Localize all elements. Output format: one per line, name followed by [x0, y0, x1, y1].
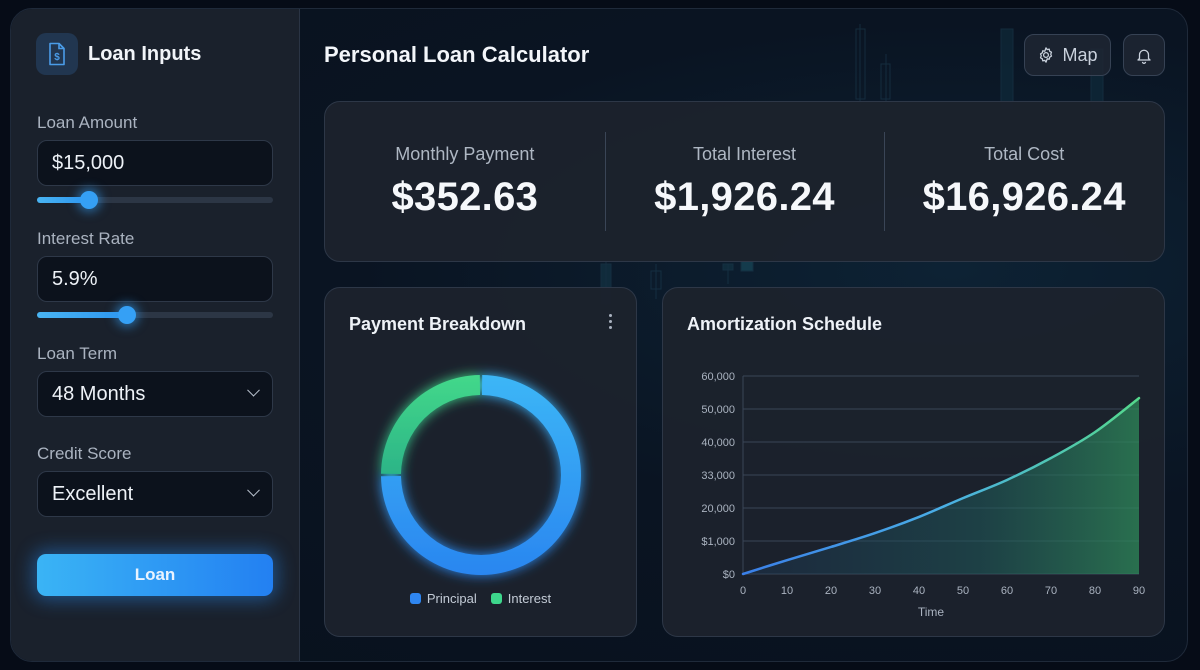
y-tick-label: $0	[723, 569, 735, 581]
app-window: $ Loan Inputs Loan Amount $15,000 Intere…	[10, 8, 1188, 662]
interest-rate-slider[interactable]	[37, 306, 273, 324]
legend-item-principal: Principal	[409, 591, 477, 606]
interest-rate-slider-thumb[interactable]	[118, 306, 136, 324]
loan-summary-card: Monthly Payment $352.63 Total Interest $…	[324, 101, 1165, 262]
legend-label-interest: Interest	[507, 591, 552, 606]
payment-breakdown-card: Payment Breakdown Principal	[324, 287, 637, 637]
interest-rate-input[interactable]: 5.9%	[37, 256, 273, 302]
y-tick-label: 40,000	[701, 437, 735, 449]
x-tick-label: 80	[1089, 585, 1101, 597]
y-tick-label: 60,000	[701, 371, 735, 383]
x-axis-label: Time	[918, 605, 945, 619]
credit-score-value: Excellent	[52, 482, 134, 505]
loan-amount-value: $15,000	[52, 151, 125, 174]
y-tick-label: 33,000	[701, 470, 735, 482]
principal-swatch	[409, 593, 421, 604]
loan-amount-slider-fill	[37, 197, 89, 203]
x-tick-label: 0	[740, 585, 746, 597]
sidebar-header: $ Loan Inputs	[36, 33, 201, 75]
loan-amount-slider-thumb[interactable]	[80, 191, 98, 209]
loan-inputs-sidebar: $ Loan Inputs Loan Amount $15,000 Intere…	[11, 9, 300, 661]
total-interest-value: $1,926.24	[654, 174, 835, 219]
map-button[interactable]: Map	[1024, 34, 1111, 76]
loan-button[interactable]: Loan	[37, 554, 273, 596]
map-button-label: Map	[1062, 44, 1098, 65]
credit-score-select[interactable]: Excellent	[37, 471, 273, 517]
sidebar-title: Loan Inputs	[88, 42, 202, 65]
notifications-button[interactable]	[1123, 34, 1165, 76]
loan-amount-slider[interactable]	[37, 191, 273, 209]
monthly-payment-label: Monthly Payment	[395, 143, 535, 164]
amortization-schedule-card: Amortization Schedule $0 $1,000 20,000 33,0…	[662, 287, 1165, 637]
interest-rate-label: Interest Rate	[37, 229, 135, 248]
loan-amount-input[interactable]: $15,000	[37, 140, 273, 186]
x-tick-label: 20	[825, 585, 837, 597]
loan-term-select[interactable]: 48 Months	[37, 371, 273, 417]
x-tick-label: 40	[913, 585, 925, 597]
payment-breakdown-title: Payment Breakdown	[349, 314, 527, 334]
interest-rate-value: 5.9%	[52, 267, 98, 290]
amortization-title: Amortization Schedule	[687, 314, 883, 334]
x-tick-label: 10	[781, 585, 793, 597]
gear-icon	[1040, 47, 1053, 63]
interest-rate-slider-fill	[37, 312, 127, 318]
donut-segment-interest	[381, 375, 481, 475]
y-tick-label: 20,000	[701, 503, 735, 515]
monthly-payment-value: $352.63	[391, 174, 539, 219]
payment-breakdown-donut-chart	[381, 375, 581, 575]
y-tick-label: 50,000	[701, 404, 735, 416]
page-title: Personal Loan Calculator	[324, 42, 590, 67]
amortization-area-chart: $0 $1,000 20,000 33,000 40,000 50,000 60,000 0 1…	[701, 371, 1145, 619]
total-cost-value: $16,926.24	[922, 174, 1126, 219]
loan-term-label: Loan Term	[37, 344, 118, 363]
document-dollar-icon: $	[36, 33, 78, 75]
loan-term-value: 48 Months	[52, 382, 146, 405]
more-options-icon[interactable]	[609, 314, 612, 329]
chevron-down-icon	[247, 483, 260, 497]
breakdown-legend: Principal Interest	[325, 591, 636, 606]
total-interest-stat: Total Interest $1,926.24	[604, 102, 885, 261]
y-tick-label: $1,000	[701, 536, 735, 548]
total-cost-stat: Total Cost $16,926.24	[884, 102, 1164, 261]
total-interest-label: Total Interest	[692, 143, 797, 164]
x-tick-label: 30	[869, 585, 881, 597]
x-tick-label: 50	[957, 585, 969, 597]
legend-item-interest: Interest	[490, 591, 552, 606]
x-tick-label: 70	[1045, 585, 1057, 597]
total-cost-label: Total Cost	[984, 143, 1065, 164]
monthly-payment-stat: Monthly Payment $352.63	[325, 102, 605, 261]
x-tick-label: 60	[1001, 585, 1013, 597]
chevron-down-icon	[247, 383, 260, 397]
loan-amount-label: Loan Amount	[37, 113, 138, 132]
bell-icon	[1137, 49, 1151, 64]
credit-score-label: Credit Score	[37, 444, 132, 463]
x-tick-label: 90	[1133, 585, 1145, 597]
interest-swatch	[490, 593, 502, 604]
svg-text:$: $	[54, 52, 60, 63]
legend-label-principal: Principal	[426, 591, 477, 606]
